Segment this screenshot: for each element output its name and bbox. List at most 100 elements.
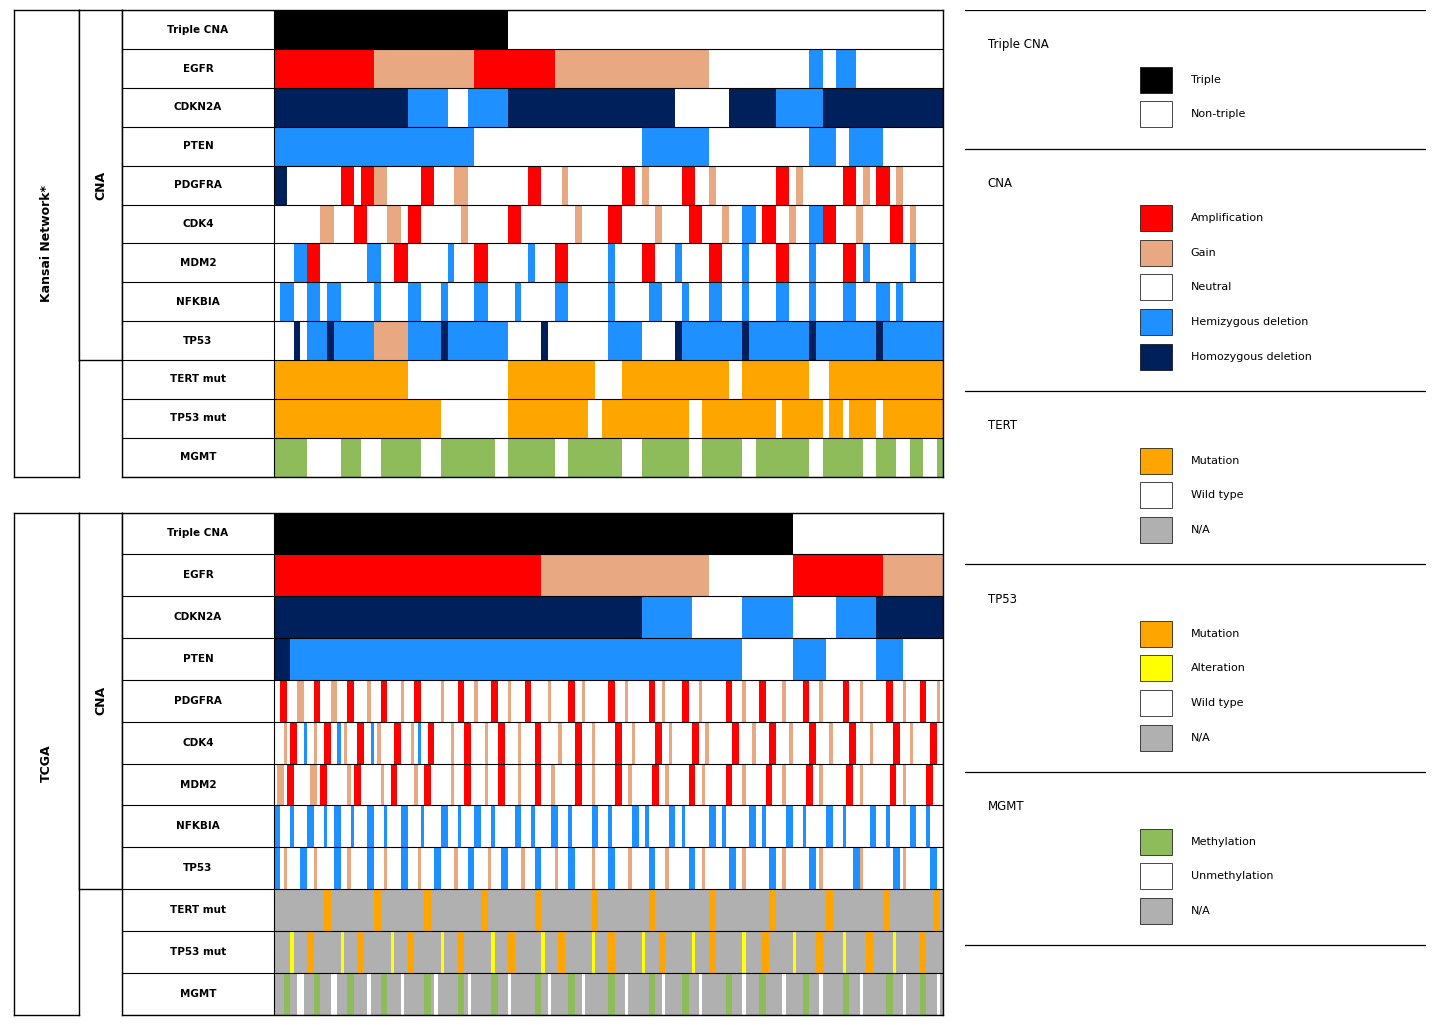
Bar: [531, 806, 534, 848]
Bar: [779, 973, 782, 1015]
Bar: [549, 438, 554, 477]
Bar: [307, 889, 311, 931]
Bar: [408, 10, 415, 49]
Bar: [592, 931, 595, 973]
Bar: [716, 244, 723, 282]
Bar: [488, 638, 491, 680]
Bar: [809, 722, 812, 764]
Bar: [582, 931, 585, 973]
Bar: [595, 166, 602, 205]
Bar: [514, 722, 518, 764]
Bar: [408, 555, 410, 597]
Bar: [344, 680, 347, 722]
Bar: [615, 889, 618, 931]
Bar: [635, 512, 638, 555]
Bar: [645, 512, 648, 555]
Bar: [642, 931, 645, 973]
Bar: [478, 638, 481, 680]
Bar: [575, 512, 579, 555]
Bar: [762, 166, 769, 205]
Bar: [913, 638, 916, 680]
Bar: [498, 555, 501, 597]
Bar: [733, 680, 736, 722]
Bar: [837, 205, 842, 244]
Bar: [291, 597, 294, 638]
Bar: [622, 806, 625, 848]
Bar: [772, 638, 776, 680]
Bar: [340, 597, 344, 638]
Bar: [602, 555, 605, 597]
Bar: [324, 764, 327, 806]
Bar: [708, 49, 716, 88]
Bar: [850, 680, 852, 722]
Bar: [779, 512, 782, 555]
Bar: [822, 205, 829, 244]
Bar: [806, 512, 809, 555]
Bar: [746, 638, 749, 680]
Bar: [729, 597, 733, 638]
Bar: [301, 806, 304, 848]
Bar: [544, 638, 549, 680]
Bar: [428, 321, 435, 360]
Bar: [916, 438, 923, 477]
Bar: [900, 931, 903, 973]
Bar: [297, 806, 301, 848]
Bar: [628, 680, 632, 722]
Bar: [837, 88, 842, 127]
Text: PDGFRA: PDGFRA: [174, 696, 222, 706]
Bar: [923, 512, 926, 555]
Bar: [418, 889, 420, 931]
Bar: [602, 806, 605, 848]
Bar: [638, 680, 642, 722]
Bar: [850, 555, 852, 597]
Bar: [883, 438, 890, 477]
Bar: [936, 127, 943, 166]
Bar: [628, 438, 635, 477]
Bar: [658, 931, 662, 973]
Bar: [400, 722, 405, 764]
Bar: [638, 512, 642, 555]
Bar: [438, 680, 441, 722]
Bar: [608, 512, 612, 555]
Bar: [562, 848, 564, 889]
Bar: [435, 49, 441, 88]
Bar: [390, 638, 395, 680]
Bar: [400, 848, 405, 889]
Bar: [837, 399, 842, 438]
Bar: [602, 680, 605, 722]
Bar: [769, 127, 776, 166]
Bar: [501, 127, 508, 166]
Bar: [494, 321, 501, 360]
Bar: [772, 889, 776, 931]
Bar: [829, 973, 832, 1015]
Bar: [395, 88, 400, 127]
Bar: [287, 49, 294, 88]
Bar: [743, 764, 746, 806]
Bar: [491, 638, 494, 680]
Bar: [337, 764, 341, 806]
Bar: [415, 49, 420, 88]
Bar: [468, 722, 471, 764]
Bar: [883, 512, 886, 555]
Bar: [696, 597, 698, 638]
Bar: [448, 205, 455, 244]
Bar: [408, 931, 410, 973]
Bar: [799, 638, 802, 680]
Bar: [585, 512, 589, 555]
Bar: [608, 722, 612, 764]
Bar: [291, 973, 294, 1015]
Bar: [756, 399, 762, 438]
Bar: [733, 722, 736, 764]
Bar: [344, 722, 347, 764]
Bar: [860, 889, 863, 931]
Bar: [796, 127, 802, 166]
Bar: [752, 555, 756, 597]
Bar: [829, 512, 832, 555]
Bar: [940, 597, 943, 638]
Bar: [281, 512, 284, 555]
Bar: [511, 512, 514, 555]
Bar: [675, 49, 683, 88]
Bar: [564, 722, 569, 764]
Bar: [544, 597, 549, 638]
Bar: [528, 512, 531, 555]
